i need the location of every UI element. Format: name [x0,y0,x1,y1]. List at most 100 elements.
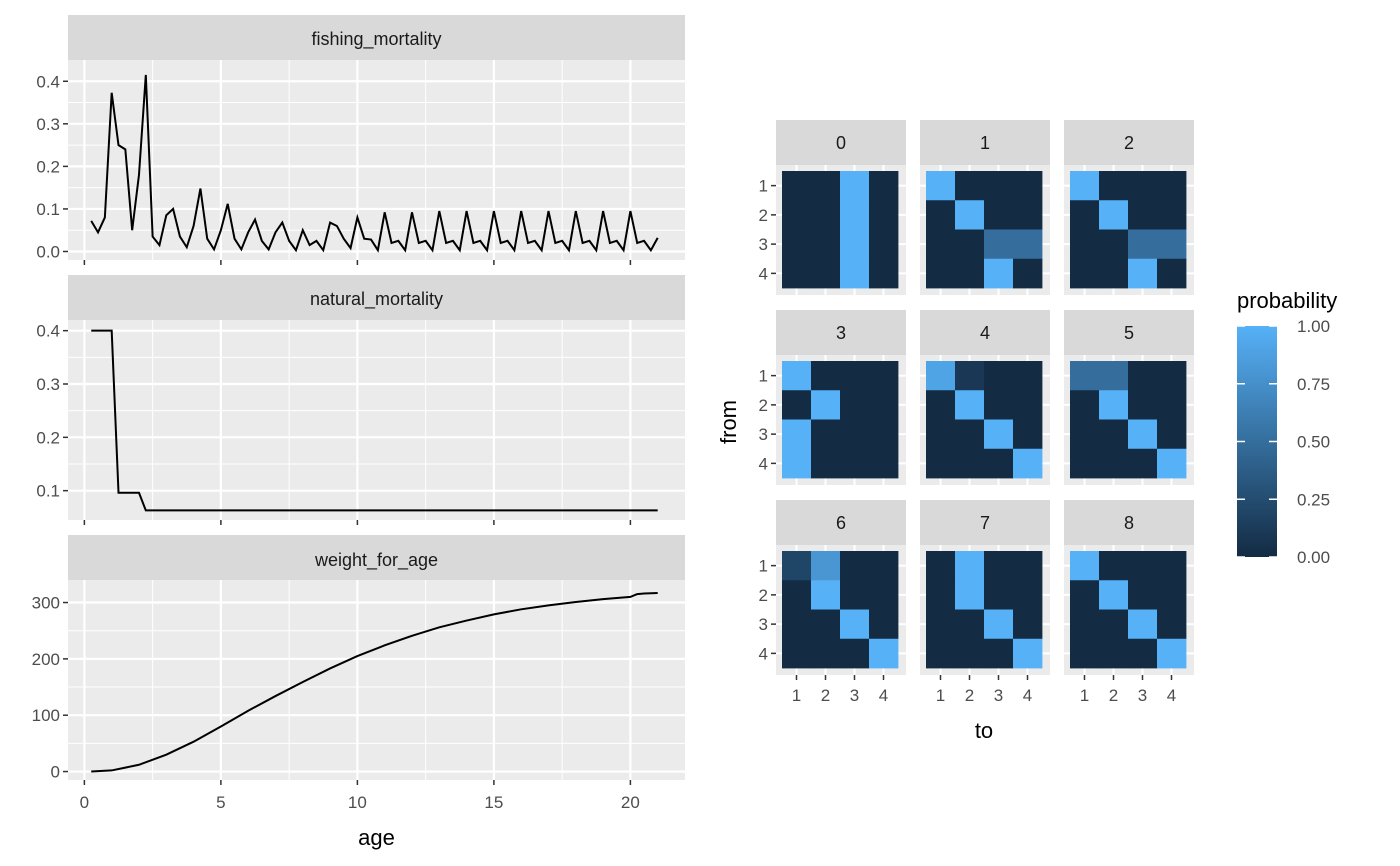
heatmap-cell [1013,551,1043,581]
heatmap-cell [1013,171,1043,201]
heatmap-cell [984,200,1014,230]
heatmap-cell [1070,361,1100,391]
heatmap-cell [869,419,899,450]
heatmap-cell [984,609,1014,640]
heatmap-cell [811,390,841,420]
heatmap-y-tick-label: 2 [759,206,768,225]
legend-tick-label: 0.00 [1297,548,1330,567]
heatmap-cell [984,448,1014,479]
heatmap-cell [1099,609,1129,640]
heatmap-cell [1013,229,1043,260]
heatmap-cell [840,580,870,610]
y-tick-label: 0.0 [36,242,60,261]
x-axis-title-age: age [358,825,395,850]
heatmap-cell [782,258,812,289]
heatmap-cell [1157,638,1187,669]
heatmap-cell [1013,258,1043,289]
heatmap-cell [926,258,956,289]
heatmap-y-tick-label: 1 [759,367,768,386]
heatmap-cell [1128,390,1158,420]
heatmap-cell [1013,419,1043,450]
heatmap-y-tick-label: 2 [759,586,768,605]
heatmap-cell [1070,419,1100,450]
y-axis-weight-for-age: 0 100 200 300 [32,594,68,782]
heatmap-cell [811,229,841,260]
heatmap-y-tick-label: 3 [759,425,768,444]
heatmap-strip-label: 7 [980,513,990,533]
heatmap-cell [1099,580,1129,610]
heatmap-cell [1070,229,1100,260]
heatmap-cell [1128,258,1158,289]
heatmap-cell [811,551,841,581]
heatmap-cell [926,638,956,669]
heatmap-cell [984,258,1014,289]
heatmap-strip [920,120,1050,165]
heatmap-cell [869,390,899,420]
heatmap-cell [955,580,985,610]
heatmap-cell [1128,580,1158,610]
heatmap-cell [1157,551,1187,581]
y-tick-label: 100 [32,706,60,725]
heatmap-cell [782,200,812,230]
strip-weight-for-age [68,535,685,580]
legend-title: probability [1237,288,1337,313]
heatmap-cell [1157,448,1187,479]
heatmap-y-tick-label: 2 [759,396,768,415]
heatmap-cell [926,361,956,391]
heatmap-strip-label: 2 [1124,133,1134,153]
heatmap-cell [955,258,985,289]
series-line-natural-mortality [91,329,658,512]
heatmap-cell [840,390,870,420]
heatmap-cell [955,609,985,640]
heatmap-cell [984,390,1014,420]
heatmap-cell [984,638,1014,669]
heatmap-x-tick-label: 1 [936,686,945,705]
legend: probability 1.00 0.75 0.50 0.25 0.00 [1237,288,1337,567]
heatmap-strip [776,310,906,355]
heatmap-cell [1070,580,1100,610]
heatmap-cell [1128,200,1158,230]
y-tick-label: 0.1 [36,482,60,501]
heatmap-cell [1070,390,1100,420]
heatmap-cell [1013,448,1043,479]
heatmap-cell [1128,638,1158,669]
heatmap-cell [1128,229,1158,260]
heatmap-strip-label: 3 [836,323,846,343]
heatmap-panel-5: 5 [1064,310,1194,485]
heatmap-cell [840,361,870,391]
heatmap-y-tick-label: 1 [759,177,768,196]
heatmap-cell [1099,361,1129,391]
legend-tick-label: 0.50 [1297,433,1330,452]
heatmap-cell [955,200,985,230]
heatmap-cell [1157,258,1187,289]
heatmap-panel-1: 1 [920,120,1050,295]
heatmap-strip [1064,120,1194,165]
heatmap-cell [1070,258,1100,289]
heatmap-cell [1157,200,1187,230]
heatmap-cell [782,361,812,391]
y-tick-label: 0.1 [36,200,60,219]
facet-natural-mortality: natural_mortality 0.1 0.2 0.3 0.4 [36,275,685,525]
heatmap-y-tick-label: 4 [759,644,768,663]
series-line-weight-for-age [91,591,658,773]
heatmap-cell [1128,419,1158,450]
y-axis-title-from: from [716,400,741,444]
strip-fishing-mortality [68,15,685,60]
heatmap-cell [955,448,985,479]
heatmap-cell [840,258,870,289]
heatmap-cell [782,171,812,201]
heatmap-panel-3: 3 1 2 3 4 [759,310,906,485]
heatmap-cell [926,448,956,479]
heatmap-cell [840,200,870,230]
heatmap-cell [1128,609,1158,640]
heatmap-cell [869,171,899,201]
grid-natural-mortality [68,320,685,525]
heatmap-cell [926,580,956,610]
heatmap-cell [811,200,841,230]
heatmap-cell [811,448,841,479]
heatmap-y-tick-label: 3 [759,235,768,254]
legend-ticks: 1.00 0.75 0.50 0.25 0.00 [1237,317,1330,567]
y-tick-label: 0.4 [36,322,60,341]
heatmap-cell [869,551,899,581]
